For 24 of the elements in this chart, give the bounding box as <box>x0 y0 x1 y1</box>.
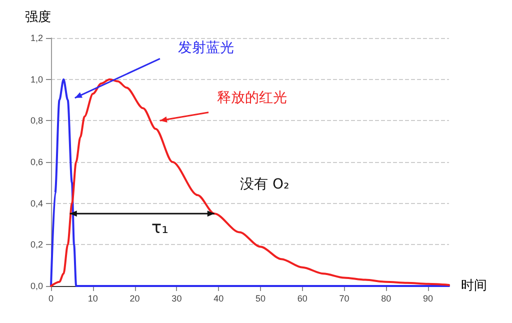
annotation: 没有 O₂ <box>240 176 290 193</box>
y-tick-label: 0,6 <box>30 157 43 167</box>
y-tick-label: 0,0 <box>30 281 43 291</box>
y-tick-label: 0,4 <box>30 198 43 208</box>
annotation: 释放的红光 <box>217 90 288 106</box>
line-series <box>50 78 450 287</box>
x-tick-label: 0 <box>48 294 54 304</box>
y-tick-label: 1,0 <box>30 74 43 84</box>
x-tick-label: 40 <box>214 294 224 304</box>
y-axis-title: 强度 <box>25 9 51 25</box>
annotation: 发射蓝光 <box>178 40 234 56</box>
x-axis-title: 时间 <box>461 278 487 294</box>
x-tick-label: 30 <box>172 294 182 304</box>
x-tick-label: 20 <box>130 294 140 304</box>
x-tick-label: 10 <box>88 294 98 304</box>
x-tick-label: 90 <box>423 294 434 304</box>
x-tick-label: 80 <box>381 294 392 304</box>
y-tick-label: 0,2 <box>30 240 43 250</box>
x-tick-label: 50 <box>255 294 266 304</box>
y-tick-label: 0,8 <box>30 116 43 126</box>
x-tick-label: 70 <box>339 294 350 304</box>
x-tick-label: 60 <box>297 294 308 304</box>
annotation: τ₁ <box>151 218 168 238</box>
y-tick-label: 1,2 <box>30 33 43 43</box>
